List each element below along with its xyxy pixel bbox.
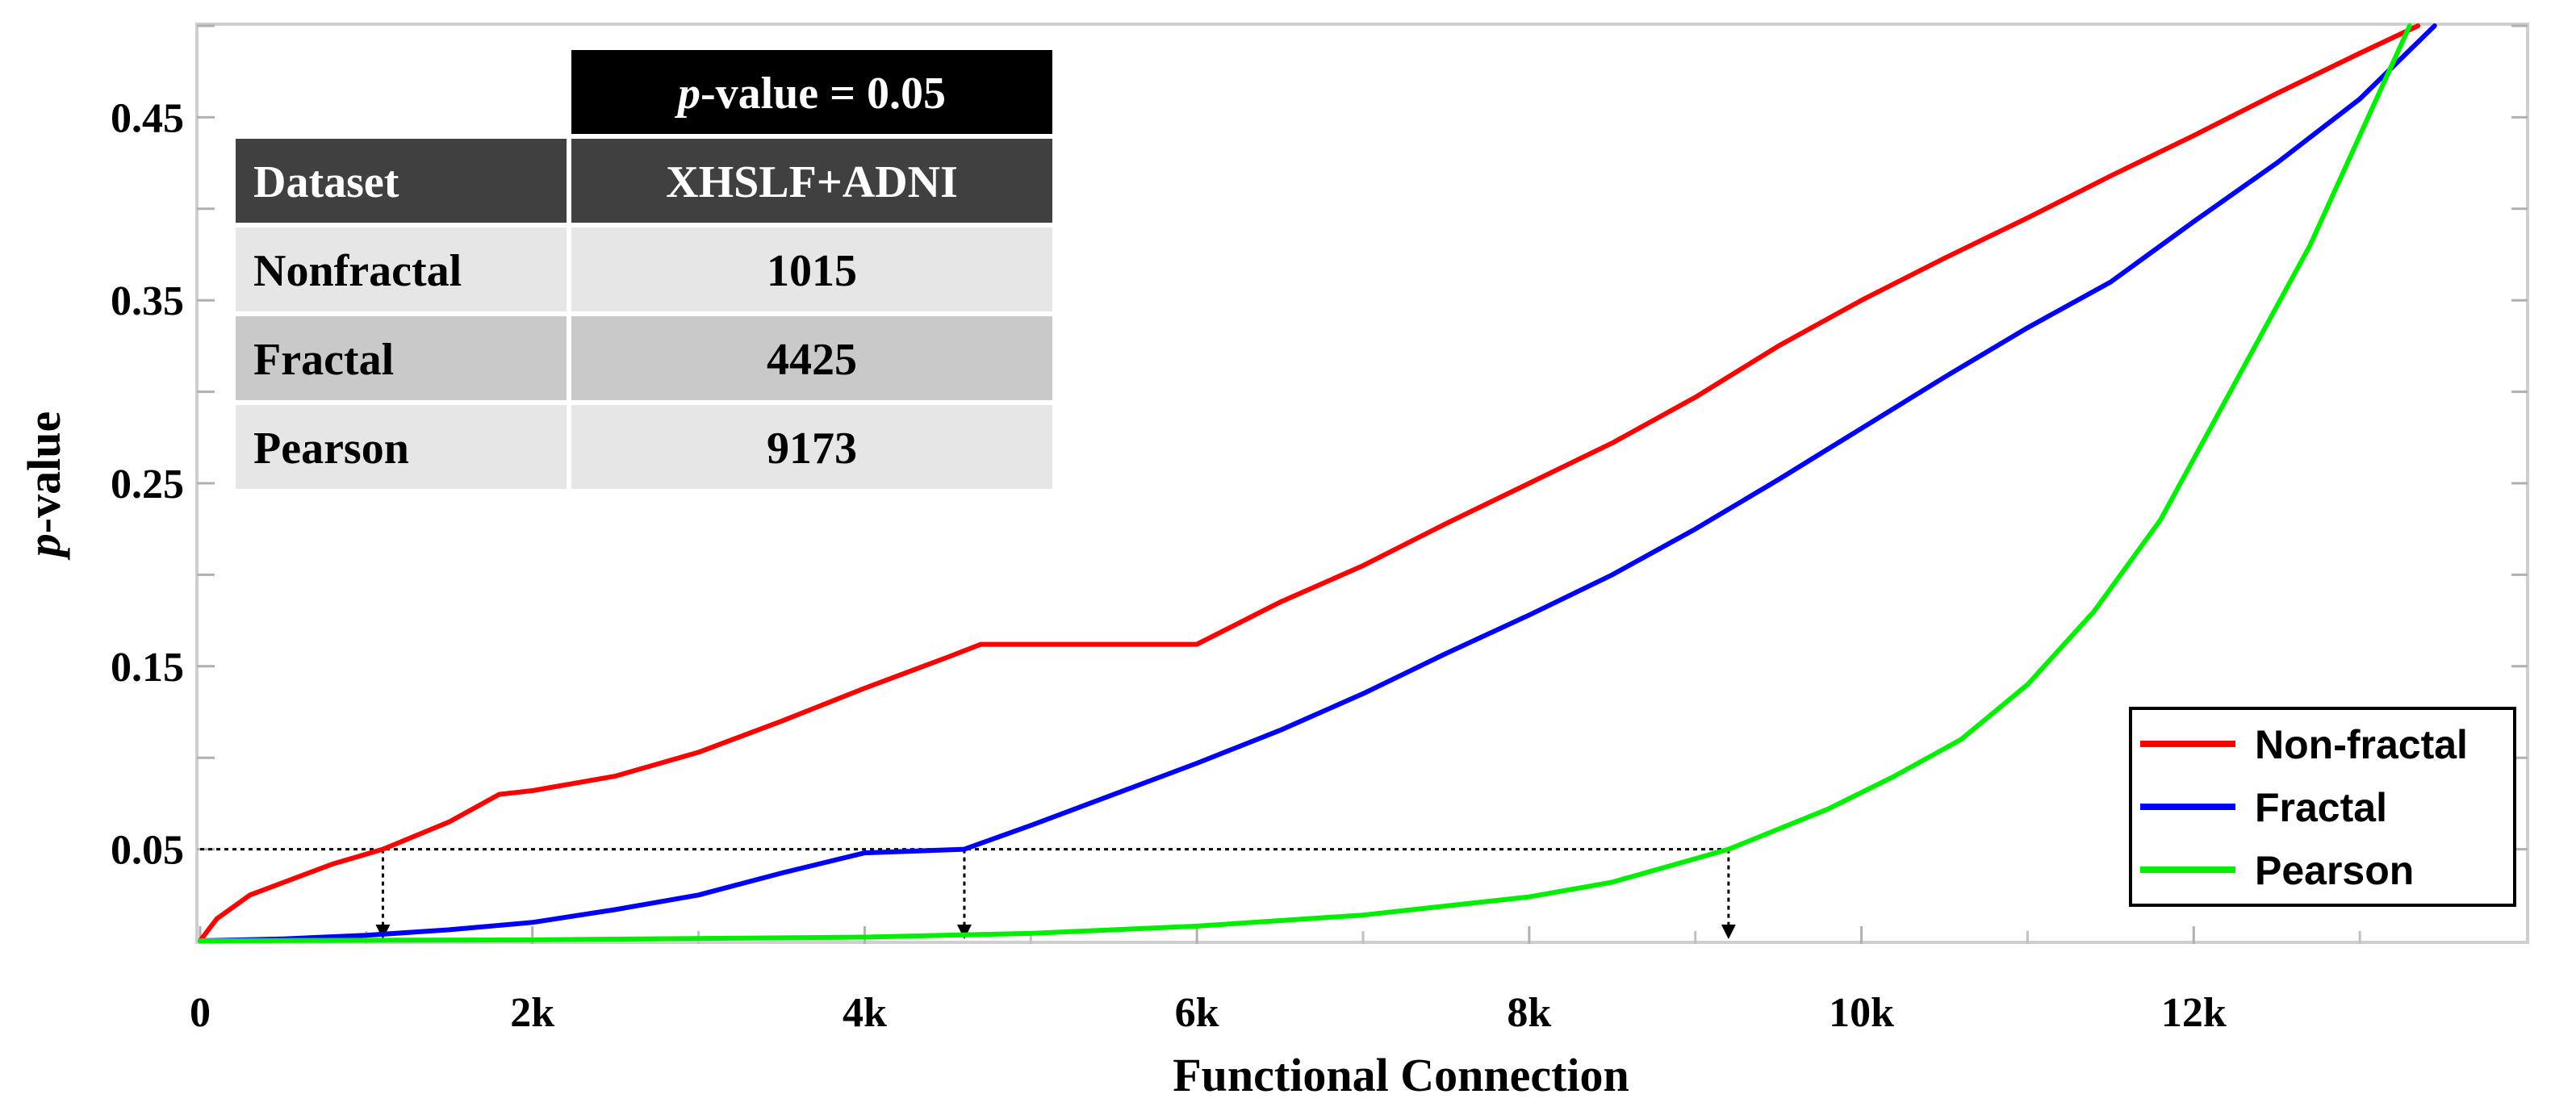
y-tick-label-3: 0.35: [111, 278, 184, 324]
table-row-1-cell-2: [571, 228, 1052, 311]
legend-label-non-fractal: Non-fractal: [2255, 722, 2468, 767]
table-row-3-value: 9173: [767, 424, 857, 474]
series-line-non-fractal: [198, 23, 2421, 943]
crossing-arrow-1: [956, 925, 972, 939]
y-axis: 0.05 0.15 0.25 0.35 0.45: [111, 24, 2528, 874]
table-row-2-label: Fractal: [253, 335, 394, 385]
y-tick-label-0: 0.05: [111, 828, 184, 874]
x-axis-title: Functional Connection: [1173, 1049, 1629, 1101]
legend-label-fractal: Fractal: [2255, 785, 2387, 830]
table-title-rest: -value = 0.05: [700, 69, 946, 119]
x-axis: 0 2k 4k 6k 8k 10k 12k: [190, 926, 2361, 1036]
table-row-1-label: Nonfractal: [253, 246, 462, 296]
y-axis-title-rest: -value: [18, 411, 70, 533]
y-tick-label-1: 0.15: [111, 645, 184, 691]
y-axis-title-italic: p: [18, 533, 70, 561]
x-tick-label-2: 4k: [843, 990, 887, 1036]
y-tick-label-2: 0.25: [111, 461, 184, 507]
series-line-fractal: [198, 23, 2437, 943]
x-tick-label-6: 12k: [2161, 990, 2227, 1036]
table-title-italic: p: [675, 69, 700, 119]
y-axis-title: p-value: [18, 411, 70, 561]
legend-label-pearson: Pearson: [2255, 848, 2414, 893]
table-header-dataset: Dataset: [253, 157, 399, 207]
table-row-2-value: 4425: [767, 335, 857, 385]
table-row-1-cell-1: [236, 228, 567, 311]
x-tick-label-3: 6k: [1175, 990, 1219, 1036]
x-tick-label-4: 8k: [1507, 990, 1551, 1036]
table-row-1-value: 1015: [767, 246, 857, 296]
legend: Non-fractal Fractal Pearson: [2129, 707, 2516, 907]
crossing-arrow-2: [1721, 925, 1736, 939]
table-title: p-value = 0.05: [675, 69, 946, 119]
table-header-cell-2: [571, 139, 1052, 223]
inset-table: p-value = 0.05 Dataset XHSLF+ADNI Nonfra…: [236, 50, 1052, 489]
x-tick-label-1: 2k: [510, 990, 554, 1036]
x-tick-label-0: 0: [190, 990, 211, 1036]
y-tick-label-4: 0.45: [111, 95, 184, 141]
table-header-xhslf-adni: XHSLF+ADNI: [666, 157, 958, 207]
table-row-2-cell-1: [236, 316, 567, 400]
series-group: [198, 23, 2437, 943]
table-title-cell: [571, 50, 1052, 134]
table-row-3-cell-1: [236, 405, 567, 489]
series-line-pearson: [198, 23, 2412, 943]
table-row-2-cell-2: [571, 316, 1052, 400]
table-header-cell-1: [236, 139, 567, 223]
x-tick-label-5: 10k: [1829, 990, 1894, 1036]
table-row-3-cell-2: [571, 405, 1052, 489]
table-row-3-label: Pearson: [253, 424, 409, 474]
